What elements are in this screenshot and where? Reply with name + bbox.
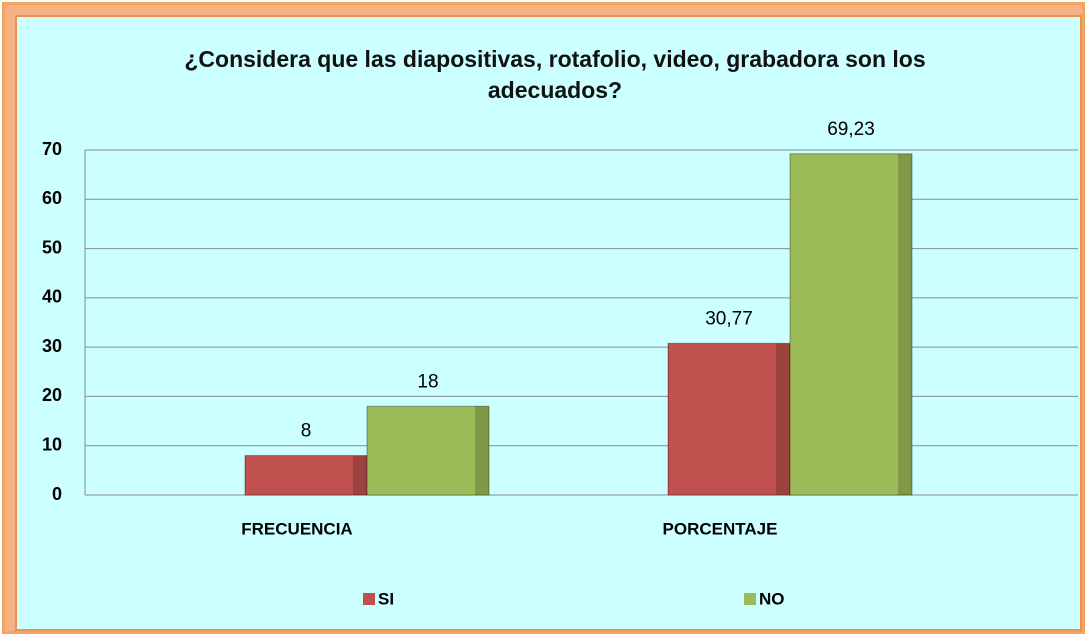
x-tick-label: FRECUENCIA	[241, 519, 352, 538]
chart-title: ¿Considera que las diapositivas, rotafol…	[184, 46, 926, 103]
x-tick-label: PORCENTAJE	[663, 519, 778, 538]
bar	[667, 342, 791, 496]
y-tick-label: 20	[42, 385, 62, 405]
value-label: 18	[417, 371, 438, 392]
legend-swatch	[363, 593, 375, 605]
y-tick-label: 40	[42, 287, 62, 307]
bar	[366, 405, 490, 496]
y-tick-label: 10	[42, 434, 62, 454]
bar-shade	[353, 455, 367, 495]
bar	[244, 455, 368, 496]
legend-label: SI	[378, 589, 394, 608]
y-tick-label: 30	[42, 336, 62, 356]
y-tick-label: 0	[52, 484, 62, 504]
bar-shade	[475, 406, 489, 495]
legend-swatch	[744, 593, 756, 605]
bar-shade	[776, 343, 790, 495]
value-label: 69,23	[827, 119, 875, 140]
value-label: 30,77	[705, 308, 753, 329]
value-label: 8	[301, 421, 312, 442]
y-tick-label: 60	[42, 188, 62, 208]
y-tick-label: 50	[42, 237, 62, 257]
bar	[789, 153, 913, 496]
bar-shade	[898, 153, 912, 496]
legend-label: NO	[759, 589, 785, 608]
y-tick-label: 70	[42, 139, 62, 159]
